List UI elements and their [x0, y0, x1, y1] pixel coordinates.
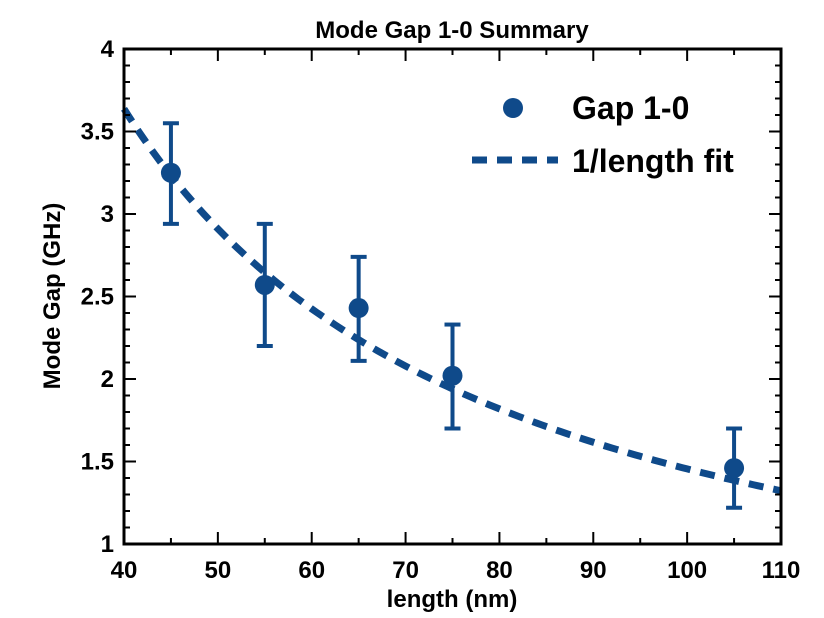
y-axis-ticks: 1 1.5 2 2.5 3 3.5 4: [81, 36, 781, 558]
y-axis-label: Mode Gap (GHz): [39, 203, 66, 390]
data-point: [254, 274, 275, 295]
y-tick-label: 1.5: [81, 449, 114, 476]
data-point: [348, 298, 369, 319]
data-point: [724, 458, 745, 479]
data-point: [160, 162, 181, 183]
x-tick-label: 90: [580, 557, 607, 584]
legend-label-gap: Gap 1-0: [572, 90, 689, 126]
x-tick-label: 110: [762, 557, 801, 584]
legend-label-fit: 1/length fit: [572, 143, 734, 179]
y-tick-label: 1: [101, 531, 114, 558]
x-tick-label: 40: [111, 557, 138, 584]
y-tick-label: 2.5: [81, 284, 114, 311]
x-axis-ticks: 40 50 60 70 80 90 100 110: [111, 49, 801, 584]
x-tick-label: 60: [298, 557, 325, 584]
x-axis-label: length (nm): [387, 586, 518, 613]
y-tick-label: 3.5: [81, 119, 114, 146]
chart-title: Mode Gap 1-0 Summary: [315, 17, 589, 44]
x-tick-label: 100: [667, 557, 707, 584]
y-tick-label: 2: [101, 366, 114, 393]
legend-marker-gap: [503, 98, 523, 118]
data-point: [442, 365, 463, 386]
x-tick-label: 70: [392, 557, 419, 584]
legend: Gap 1-0 1/length fit: [472, 90, 734, 179]
x-tick-label: 80: [486, 557, 513, 584]
data-layer: [160, 121, 745, 510]
y-tick-label: 4: [101, 36, 115, 63]
y-tick-label: 3: [101, 201, 114, 228]
x-tick-label: 50: [205, 557, 232, 584]
